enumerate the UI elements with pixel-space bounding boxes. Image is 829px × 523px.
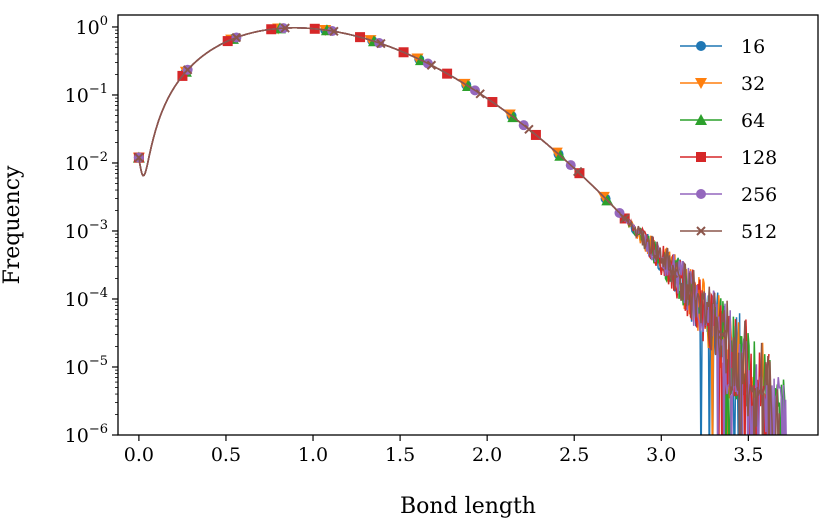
series-256 [133,23,787,435]
x-tick-label: 0.0 [124,444,154,466]
series-line-512 [138,27,781,435]
y-tick-label: 10−6 [65,422,108,447]
legend-marker-128 [696,152,706,162]
series-line-64 [138,27,786,435]
series-line-256 [138,27,787,435]
marker-512 [620,213,630,224]
legend-marker-16 [696,41,706,51]
axis-ticks [112,26,749,441]
marker-512 [475,89,485,99]
legend-marker-512 [696,226,706,236]
x-tick-label: 0.5 [211,444,241,466]
x-tick-label: 3.0 [646,444,676,466]
x-tick-label: 1.0 [298,444,328,466]
marker-512 [329,26,339,37]
marker-512 [134,152,144,163]
marker-512 [717,329,727,340]
x-tick-label: 3.5 [733,444,763,466]
legend-label-16: 16 [741,36,765,58]
marker-512 [182,65,193,75]
series-layer [132,22,787,435]
y-tick-label: 10−3 [65,218,108,243]
legend-label-32: 32 [741,73,765,95]
y-tick-label: 10−2 [65,150,108,175]
legend-label-256: 256 [741,184,777,206]
marker-512 [426,60,437,70]
marker-512 [524,124,534,135]
plot-frame [117,14,819,436]
y-tick-label: 100 [76,14,108,39]
y-axis-label: Frequency [0,165,25,285]
series-32 [132,23,770,435]
marker-512 [231,32,242,43]
tick-labels: 0.0 0.5 1.0 1.5 2.0 2.5 3.0 3.5 100 10−1 10−2 10−3 1… [65,14,764,466]
series-512 [134,23,781,435]
marker-512 [668,268,679,279]
series-line-32 [138,27,770,435]
legend-marker-32 [695,78,707,89]
series-line-128 [138,27,770,435]
marker-512 [376,38,386,49]
legend-label-128: 128 [741,147,777,169]
legend-label-512: 512 [741,221,777,243]
series-64 [132,22,786,435]
y-tick-label: 10−4 [65,286,108,311]
marker-512 [572,166,583,177]
y-tick-label: 10−1 [65,82,108,107]
legend-label-64: 64 [741,110,765,132]
x-tick-label: 1.5 [385,444,415,466]
y-tick-label: 10−5 [65,354,108,379]
legend: 16 32 64 128 256 512 [680,36,777,243]
legend-marker-64 [695,114,707,125]
series-128 [133,23,770,435]
legend-marker-256 [696,189,706,199]
x-tick-label: 2.0 [472,444,502,466]
marker-512 [280,23,290,33]
x-tick-label: 2.5 [559,444,589,466]
x-axis-label: Bond length [400,494,536,519]
